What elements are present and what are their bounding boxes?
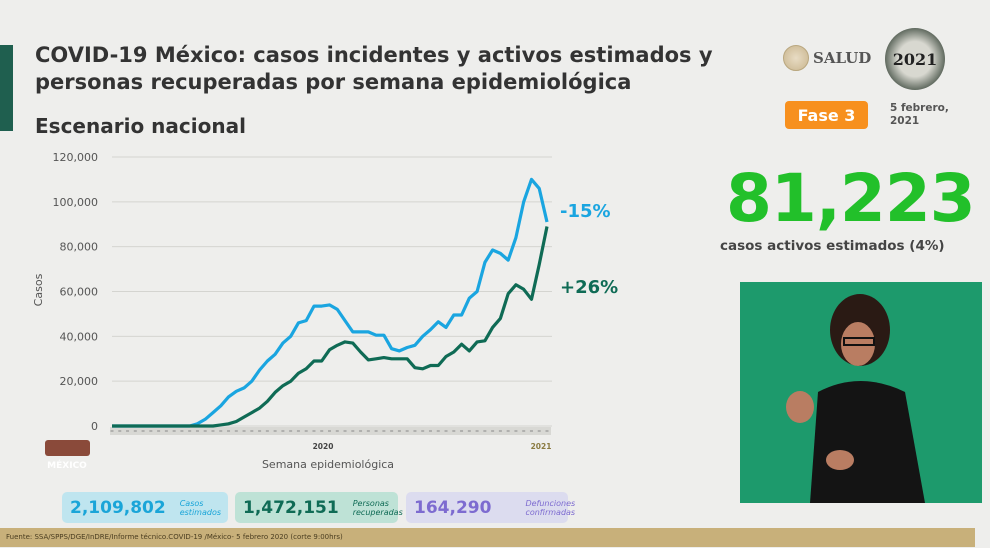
phase-badge: Fase 3	[785, 101, 868, 129]
y-axis-label: Casos	[32, 273, 45, 306]
year-label-2021: 2021	[531, 442, 552, 451]
stat-deaths: 164,290 Defunciones confirmadas	[406, 492, 575, 523]
interpreter-figure	[786, 294, 925, 503]
stat-recovered: 1,472,151 Personas recuperadas	[235, 492, 403, 523]
page-subtitle: Escenario nacional	[35, 114, 246, 138]
sign-language-interpreter-video	[740, 282, 982, 503]
mexico-logo-text: MÉXICO	[47, 459, 87, 471]
y-tick-label: 80,000	[60, 241, 99, 254]
year-logo-text: 2021	[892, 49, 938, 69]
mexico-logo: MÉXICO	[40, 432, 95, 472]
stat-label: Defunciones confirmadas	[525, 498, 576, 517]
y-tick-label: 0	[91, 420, 98, 433]
series-line-2	[112, 226, 549, 428]
y-tick-label: 40,000	[60, 330, 99, 343]
seal-icon	[783, 45, 809, 71]
source-footer: Fuente: SSA/SPPS/DGE/InDRE/Informe técni…	[0, 528, 975, 547]
salud-logo: SALUD	[783, 45, 871, 71]
stat-value: 164,290	[414, 497, 492, 518]
y-tick-label: 120,000	[53, 151, 99, 164]
accent-bar	[0, 45, 13, 131]
stat-value: 2,109,802	[70, 497, 166, 518]
stat-estimated-cases: 2,109,802 Casos estimados	[62, 492, 228, 523]
x-axis-label: Semana epidemiológica	[262, 458, 394, 471]
active-cases-label: casos activos estimados (4%)	[720, 238, 945, 254]
chart: 020,00040,00060,00080,000100,000120,000 …	[32, 151, 618, 471]
active-cases-value: 81,223	[726, 160, 976, 237]
series-1-change-label: -15%	[560, 201, 611, 222]
y-tick-label: 100,000	[53, 196, 99, 209]
y-tick-label: 60,000	[60, 286, 99, 299]
report-date: 5 febrero, 2021	[890, 102, 949, 127]
page-title: COVID-19 México: casos incidentes y acti…	[35, 43, 713, 94]
stat-value: 1,472,151	[243, 497, 339, 518]
y-tick-label: 20,000	[60, 375, 99, 388]
stat-label: Casos estimados	[179, 498, 222, 517]
salud-logo-text: SALUD	[813, 49, 872, 67]
stat-label: Personas recuperadas	[352, 498, 403, 517]
series-2-change-label: +26%	[560, 277, 618, 298]
year-label-2020: 2020	[313, 442, 334, 451]
series-line-1	[112, 177, 549, 428]
year-2021-logo: 2021	[885, 28, 945, 90]
